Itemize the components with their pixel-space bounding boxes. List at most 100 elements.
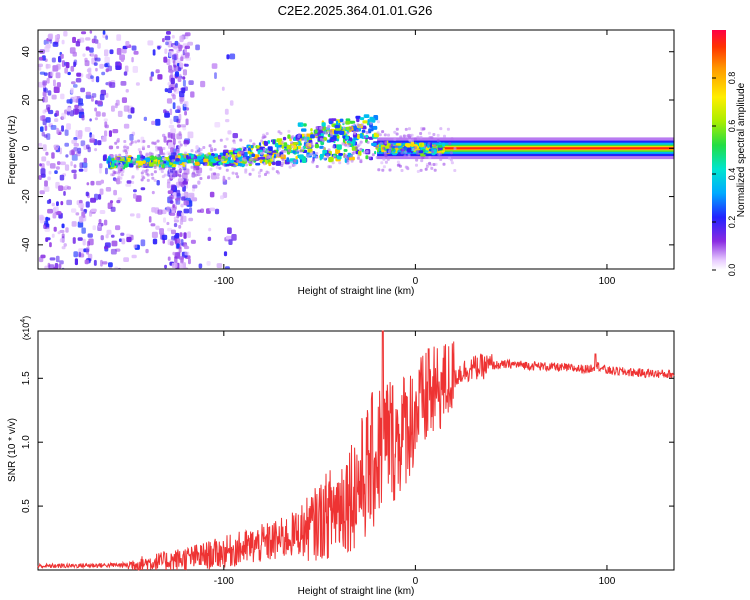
- signal-halo-cell: [223, 145, 227, 149]
- noise-cell: [161, 209, 167, 215]
- noise-cell: [56, 211, 62, 215]
- noise-cell: [123, 71, 128, 76]
- noise-cell: [85, 37, 91, 41]
- signal-halo-cell: [113, 171, 117, 175]
- noise-cell: [71, 139, 77, 144]
- noise-cell: [224, 266, 230, 269]
- noise-cell: [183, 200, 189, 206]
- noise-cell: [59, 174, 65, 181]
- colorbar-tick-label: 0.8: [727, 72, 737, 85]
- noise-cell: [150, 71, 154, 77]
- noise-cell: [66, 199, 72, 206]
- noise-cell: [73, 84, 78, 88]
- signal-halo-cell: [430, 136, 434, 140]
- noise-cell: [55, 166, 60, 170]
- noise-cell: [169, 194, 174, 200]
- noise-cell: [167, 239, 174, 246]
- noise-cell: [170, 184, 176, 191]
- noise-cell: [104, 246, 109, 250]
- noise-cell: [54, 147, 58, 151]
- spectrogram-x-tick-label: -100: [214, 276, 234, 287]
- signal-cell: [314, 129, 318, 134]
- signal-halo-cell: [153, 165, 157, 169]
- noise-cell: [105, 35, 108, 40]
- signal-halo-cell: [395, 127, 399, 131]
- noise-cell: [100, 235, 104, 241]
- signal-halo-cell: [290, 136, 294, 140]
- noise-cell: [45, 64, 51, 69]
- signal-cell: [318, 130, 324, 134]
- signal-halo-cell: [178, 145, 181, 149]
- signal-halo-cell: [307, 146, 310, 150]
- noise-cell: [94, 117, 98, 121]
- noise-cell: [172, 94, 176, 100]
- noise-cell: [169, 108, 173, 116]
- noise-cell: [155, 69, 160, 74]
- noise-cell: [87, 253, 93, 260]
- noise-cell: [163, 109, 167, 114]
- signal-halo-cell: [371, 153, 375, 157]
- signal-halo-cell: [419, 132, 423, 135]
- noise-cell: [166, 31, 171, 35]
- noise-cell: [100, 259, 103, 267]
- noise-cell: [108, 145, 114, 150]
- noise-cell: [70, 161, 73, 167]
- noise-cell: [180, 203, 184, 208]
- colorbar-label: Normalized spectral amplitude: [736, 82, 747, 217]
- signal-halo-cell: [312, 154, 316, 158]
- noise-cell: [195, 44, 200, 51]
- signal-halo-cell: [355, 146, 359, 150]
- noise-cell: [73, 173, 77, 180]
- noise-cell: [66, 107, 72, 112]
- noise-cell: [55, 72, 61, 79]
- signal-cell: [356, 134, 361, 139]
- noise-cell: [72, 237, 76, 244]
- signal-halo-cell: [329, 165, 332, 169]
- noise-cell: [102, 30, 106, 35]
- noise-cell: [200, 80, 206, 88]
- noise-cell: [182, 180, 188, 185]
- signal-halo-cell: [299, 149, 303, 153]
- colorbar-tick-label: 0.4: [727, 168, 737, 181]
- signal-cell: [419, 143, 423, 148]
- signal-halo-cell: [306, 154, 310, 158]
- noise-cell: [78, 216, 84, 223]
- signal-halo-cell: [165, 165, 169, 169]
- noise-cell: [57, 231, 61, 235]
- signal-halo-cell: [375, 145, 379, 149]
- noise-cell: [125, 183, 132, 187]
- spectrogram-x-ticks: -100 0 100: [214, 30, 616, 287]
- noise-cell: [41, 163, 45, 169]
- noise-cell: [167, 40, 172, 48]
- signal-halo-cell: [287, 149, 291, 153]
- signal-halo-cell: [265, 132, 269, 136]
- noise-cell: [48, 264, 55, 269]
- signal-halo-cell: [213, 172, 216, 176]
- noise-cell: [192, 184, 198, 189]
- signal-halo-cell: [244, 148, 248, 152]
- signal-halo-cell: [319, 126, 323, 130]
- signal-halo-cell: [359, 158, 363, 162]
- signal-halo-cell: [141, 164, 144, 168]
- signal-halo-cell: [244, 170, 248, 174]
- noise-cell: [51, 202, 55, 207]
- noise-cell: [95, 111, 101, 117]
- noise-cell: [157, 209, 163, 215]
- signal-halo-cell: [116, 145, 120, 149]
- signal-halo-cell: [114, 178, 118, 182]
- signal-halo-cell: [208, 144, 212, 148]
- noise-cell: [120, 81, 127, 86]
- signal-halo-cell: [251, 168, 255, 172]
- noise-cell: [177, 78, 182, 82]
- signal-cell: [301, 128, 307, 132]
- signal-halo-cell: [403, 154, 407, 158]
- signal-halo-cell: [450, 137, 454, 141]
- signal-halo-cell: [388, 168, 392, 172]
- noise-cell: [166, 98, 173, 104]
- noise-cell: [183, 232, 187, 239]
- signal-halo-cell: [413, 137, 417, 141]
- signal-halo-cell: [427, 142, 431, 145]
- figure-title: C2E2.2025.364.01.01.G26: [278, 3, 433, 18]
- noise-cell: [59, 238, 65, 243]
- signal-halo-cell: [449, 151, 453, 155]
